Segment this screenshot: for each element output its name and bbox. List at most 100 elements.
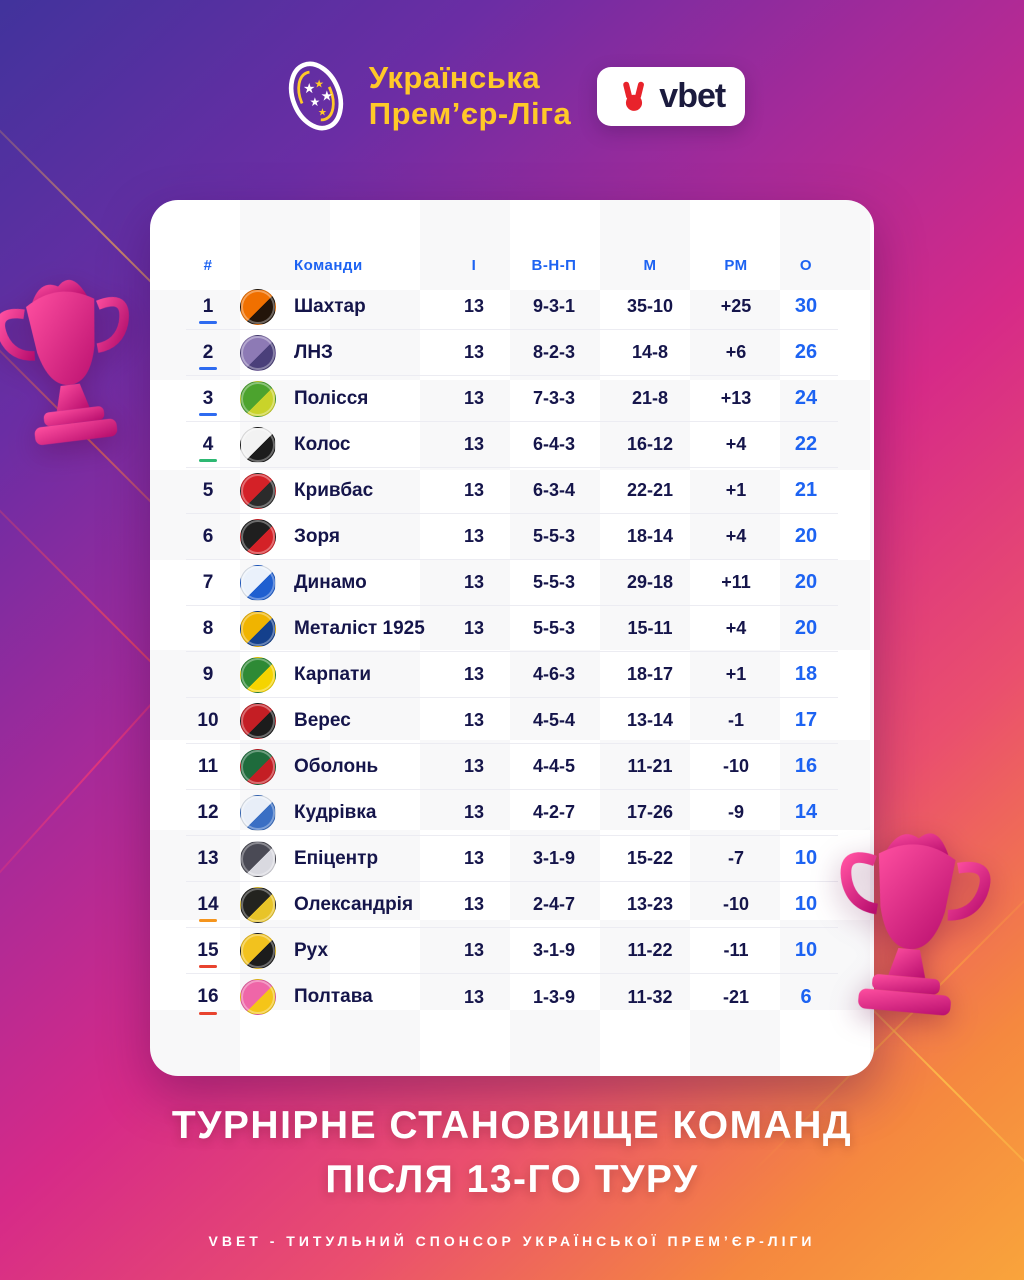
row-wdl: 6-3-4 <box>532 480 576 500</box>
row-goal-diff: -9 <box>727 802 744 822</box>
row-points: 17 <box>794 709 818 731</box>
row-goals: 15-11 <box>627 618 673 638</box>
row-goal-diff: +4 <box>725 434 747 454</box>
row-position: 5 <box>202 479 214 501</box>
row-position: 15 <box>197 939 219 961</box>
footer-subtitle: VBET - ТИТУЛЬНИЙ СПОНСОР УКРАЇНСЬКОЇ ПРЕ… <box>208 1233 816 1249</box>
row-position: 8 <box>202 617 214 639</box>
team-logo <box>240 564 276 601</box>
row-goal-diff: +4 <box>725 618 747 638</box>
footer-title-line2: ПІСЛЯ 13-ГО ТУРУ <box>325 1158 699 1201</box>
row-team-name: Оболонь <box>294 755 379 777</box>
row-wdl: 5-5-3 <box>532 572 576 592</box>
team-logo <box>240 472 276 509</box>
table-row: 5 Кривбас 13 6-3-4 22-21 +1 21 <box>186 468 838 514</box>
row-wdl: 9-3-1 <box>532 296 576 316</box>
row-team-name: Кудрівка <box>294 801 377 823</box>
row-points: 10 <box>794 893 818 915</box>
row-team-name: Полісся <box>294 387 369 409</box>
row-wdl: 4-4-5 <box>532 756 576 776</box>
row-team-name: Динамо <box>294 571 367 593</box>
row-games: 13 <box>463 940 485 960</box>
row-games: 13 <box>463 572 485 592</box>
row-points: 10 <box>794 939 818 961</box>
col-wdl: В-Н-П <box>531 256 577 274</box>
col-position: # <box>203 256 213 274</box>
row-position: 13 <box>197 847 219 869</box>
row-games: 13 <box>463 618 485 638</box>
position-marker <box>199 919 217 922</box>
row-games: 13 <box>463 296 485 316</box>
row-points: 20 <box>794 617 818 639</box>
row-games: 13 <box>463 986 485 1007</box>
row-wdl: 4-5-4 <box>532 710 576 730</box>
row-points: 30 <box>794 295 818 317</box>
row-points: 20 <box>794 571 818 593</box>
row-points: 16 <box>794 755 818 777</box>
team-logo <box>240 840 276 877</box>
team-logo <box>240 518 276 555</box>
row-team-name: Полтава <box>294 986 373 1007</box>
row-points: 14 <box>794 801 818 823</box>
row-goal-diff: +6 <box>725 342 747 362</box>
row-goal-diff: +4 <box>725 526 747 546</box>
row-games: 13 <box>463 342 485 362</box>
row-games: 13 <box>463 434 485 454</box>
team-logo <box>240 886 276 923</box>
team-logo <box>240 426 276 463</box>
position-marker <box>199 321 217 324</box>
row-games: 13 <box>463 848 485 868</box>
row-position: 4 <box>202 433 214 455</box>
svg-text:★: ★ <box>314 78 324 91</box>
row-goals: 16-12 <box>626 434 674 454</box>
row-goals: 18-17 <box>626 664 674 684</box>
row-goals: 17-26 <box>626 802 674 822</box>
table-row: 13 Епіцентр 13 3-1-9 15-22 -7 10 <box>186 836 838 882</box>
row-wdl: 3-1-9 <box>532 848 576 868</box>
row-team-name: Епіцентр <box>294 847 379 869</box>
trophy-graphic-left <box>0 279 129 445</box>
table-row: 2 ЛНЗ 13 8-2-3 14-8 +6 26 <box>186 330 838 376</box>
team-logo <box>240 748 276 785</box>
row-goal-diff: +11 <box>721 572 751 592</box>
row-points: 20 <box>794 525 818 547</box>
svg-text:★: ★ <box>303 81 315 97</box>
row-points: 22 <box>794 433 818 455</box>
row-team-name: Шахтар <box>294 295 366 317</box>
row-points: 10 <box>794 847 818 869</box>
row-team-name: Металіст 1925 <box>294 617 425 639</box>
row-games: 13 <box>463 480 485 500</box>
row-position: 10 <box>197 709 219 731</box>
row-points: 21 <box>794 479 818 501</box>
row-goal-diff: -10 <box>722 756 749 776</box>
table-row: 11 Оболонь 13 4-4-5 11-21 -10 16 <box>186 744 838 790</box>
row-position: 1 <box>202 295 214 317</box>
svg-text:★: ★ <box>309 95 320 109</box>
row-games: 13 <box>463 802 485 822</box>
upl-league-logo-icon: ★ ★ ★ ★ ★ <box>288 61 343 131</box>
table-row: 4 Колос 13 6-4-3 16-12 +4 22 <box>186 422 838 468</box>
row-position: 9 <box>202 663 214 685</box>
row-goal-diff: -21 <box>722 986 749 1007</box>
row-wdl: 2-4-7 <box>532 894 576 914</box>
row-points: 24 <box>794 387 818 409</box>
row-position: 6 <box>202 525 214 547</box>
standings-card: # Команди І В-Н-П М РМ О 1 Шахтар 13 9-3… <box>150 200 874 1076</box>
col-goals: М <box>643 256 657 274</box>
row-team-name: Верес <box>294 709 351 731</box>
table-row: 8 Металіст 1925 13 5-5-3 15-11 +4 20 <box>186 606 838 652</box>
row-position: 12 <box>197 801 219 823</box>
team-logo <box>240 334 276 371</box>
row-wdl: 7-3-3 <box>532 388 576 408</box>
row-goal-diff: +25 <box>720 296 752 316</box>
row-wdl: 1-3-9 <box>532 986 576 1007</box>
row-team-name: Карпати <box>294 663 372 685</box>
row-team-name: ЛНЗ <box>294 341 333 363</box>
row-team-name: Рух <box>294 939 329 961</box>
row-games: 13 <box>463 388 485 408</box>
team-logo <box>240 288 276 325</box>
row-wdl: 4-2-7 <box>532 802 576 822</box>
table-header: # Команди І В-Н-П М РМ О <box>186 250 838 280</box>
row-position: 2 <box>202 341 214 363</box>
